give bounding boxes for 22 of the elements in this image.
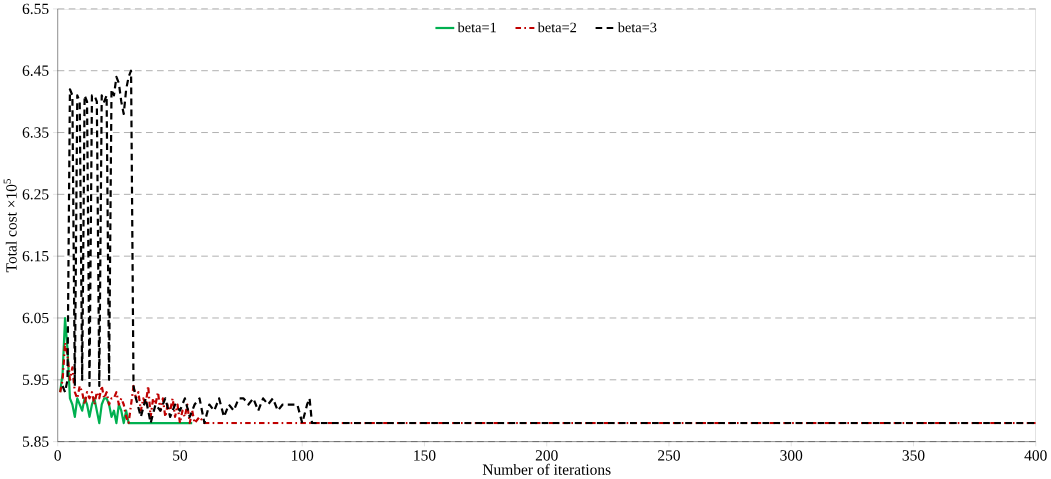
y-tick-label: 6.35 [22, 127, 49, 138]
y-tick-label: 5.95 [22, 374, 49, 386]
y-tick-label: 6.55 [22, 3, 49, 15]
y-tick-label: 6.15 [22, 251, 49, 262]
x-tick-label: 100 [291, 450, 314, 461]
x-tick-label: 300 [780, 450, 803, 461]
x-axis-title: Number of iterations [482, 464, 611, 476]
y-tick-label: 6.25 [22, 189, 49, 200]
legend-label: beta=2 [537, 22, 577, 33]
y-axis-title: Total cost ×10$^{5}$ [3, 179, 17, 273]
x-tick-label: 250 [658, 450, 680, 461]
legend-label: beta=1 [457, 22, 496, 33]
x-tick-label: 200 [535, 450, 558, 461]
y-tick-label: 6.45 [22, 65, 49, 77]
x-tick-label: 0 [54, 450, 61, 461]
x-tick-label: 400 [1024, 450, 1047, 461]
x-tick-label: 150 [414, 450, 436, 461]
x-tick-label: 350 [902, 450, 925, 461]
y-tick-label: 6.05 [22, 312, 49, 324]
x-tick-label: 50 [173, 450, 188, 461]
legend-label: beta=3 [617, 22, 657, 33]
y-tick-label: 5.85 [22, 436, 49, 448]
